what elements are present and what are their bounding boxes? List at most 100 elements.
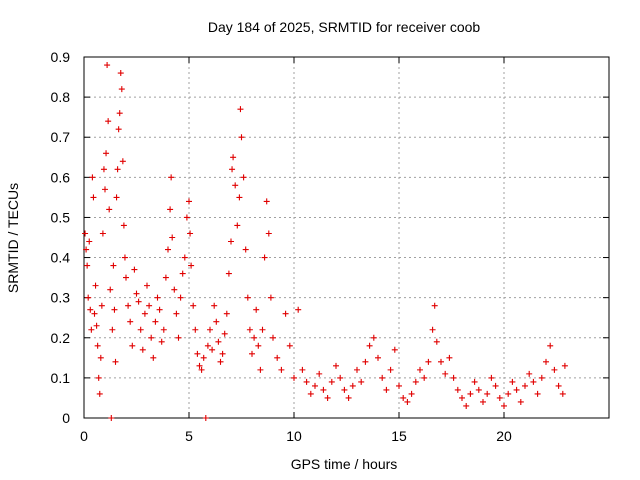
data-point [106, 206, 113, 213]
data-point [370, 334, 377, 341]
data-point [291, 374, 297, 381]
data-point [192, 326, 199, 333]
y-tick-label: 0.8 [51, 89, 71, 105]
data-point [123, 274, 129, 281]
data-point [433, 338, 440, 345]
data-point [91, 310, 98, 317]
data-point [171, 286, 178, 293]
x-tick-label: 15 [391, 428, 407, 444]
data-point [375, 354, 381, 361]
data-point [417, 366, 423, 373]
data-point [232, 182, 239, 189]
data-point [92, 282, 99, 289]
data-point [119, 158, 126, 165]
data-point [154, 294, 161, 301]
data-point [421, 374, 428, 381]
x-tick-label: 5 [185, 428, 193, 444]
x-axis-label: GPS time / hours [291, 456, 398, 472]
data-point [379, 374, 386, 381]
data-point [366, 342, 373, 349]
data-point [156, 306, 163, 313]
data-point [530, 378, 537, 385]
data-point [337, 374, 344, 381]
data-point [257, 366, 264, 373]
data-point [221, 330, 228, 337]
data-point [446, 354, 453, 361]
data-point [110, 262, 117, 269]
data-point [442, 370, 449, 377]
data-point [354, 366, 360, 373]
data-point [425, 358, 432, 365]
y-tick-label: 0.9 [51, 49, 71, 65]
data-point [228, 238, 234, 245]
data-point [242, 246, 249, 253]
data-point [158, 338, 165, 345]
data-point [307, 390, 314, 397]
data-point [113, 194, 120, 201]
data-point [517, 398, 524, 405]
x-tick-label: 10 [286, 428, 302, 444]
data-point [345, 394, 352, 401]
data-point [261, 254, 268, 261]
data-point [219, 350, 226, 357]
data-point [341, 386, 348, 393]
data-point [450, 374, 457, 381]
data-point [513, 386, 520, 393]
data-point [240, 174, 247, 181]
data-point [454, 386, 461, 393]
data-point [328, 378, 335, 385]
data-point [253, 306, 260, 313]
data-point [324, 394, 331, 401]
data-point [116, 110, 123, 117]
data-point [127, 318, 134, 325]
data-point [333, 362, 339, 369]
data-point [215, 338, 222, 345]
data-point [207, 326, 213, 333]
data-point [467, 390, 474, 397]
data-point [115, 126, 122, 133]
data-point [282, 310, 289, 317]
data-point [118, 86, 125, 93]
data-point [259, 326, 266, 333]
data-point [125, 302, 132, 309]
data-point [229, 166, 236, 173]
y-tick-label: 0 [62, 410, 70, 426]
data-point [96, 390, 103, 397]
data-point [263, 198, 270, 205]
data-point [265, 230, 272, 237]
data-point [188, 262, 195, 269]
data-point [362, 358, 369, 365]
data-point [108, 415, 115, 421]
data-point [194, 350, 201, 357]
data-point [84, 262, 91, 269]
data-point [400, 394, 407, 401]
data-point [404, 398, 411, 405]
data-point [86, 238, 93, 245]
data-point [431, 302, 438, 309]
data-point [303, 378, 310, 385]
data-point [488, 374, 495, 381]
data-point [501, 402, 507, 409]
data-point [475, 386, 482, 393]
data-point [543, 358, 549, 365]
data-point [150, 354, 157, 361]
data-point [102, 186, 108, 193]
data-point [391, 346, 398, 353]
data-point [100, 166, 107, 173]
data-point [204, 342, 211, 349]
data-point [146, 302, 153, 309]
data-point [104, 62, 111, 69]
data-point [179, 270, 186, 277]
data-point [120, 222, 127, 229]
axis-ticks: 0 0.1 0.2 0.3 0.4 0.5 0.6 0.7 0.8 0.9 0 5 10 15 20 [51, 49, 609, 444]
data-point [107, 286, 114, 293]
data-point [196, 362, 203, 369]
data-point [244, 294, 251, 301]
data-point [209, 346, 216, 353]
data-point [105, 118, 112, 125]
data-point [429, 326, 436, 333]
data-point [111, 306, 118, 313]
data-point [198, 366, 205, 373]
y-tick-label: 0.7 [51, 129, 71, 145]
